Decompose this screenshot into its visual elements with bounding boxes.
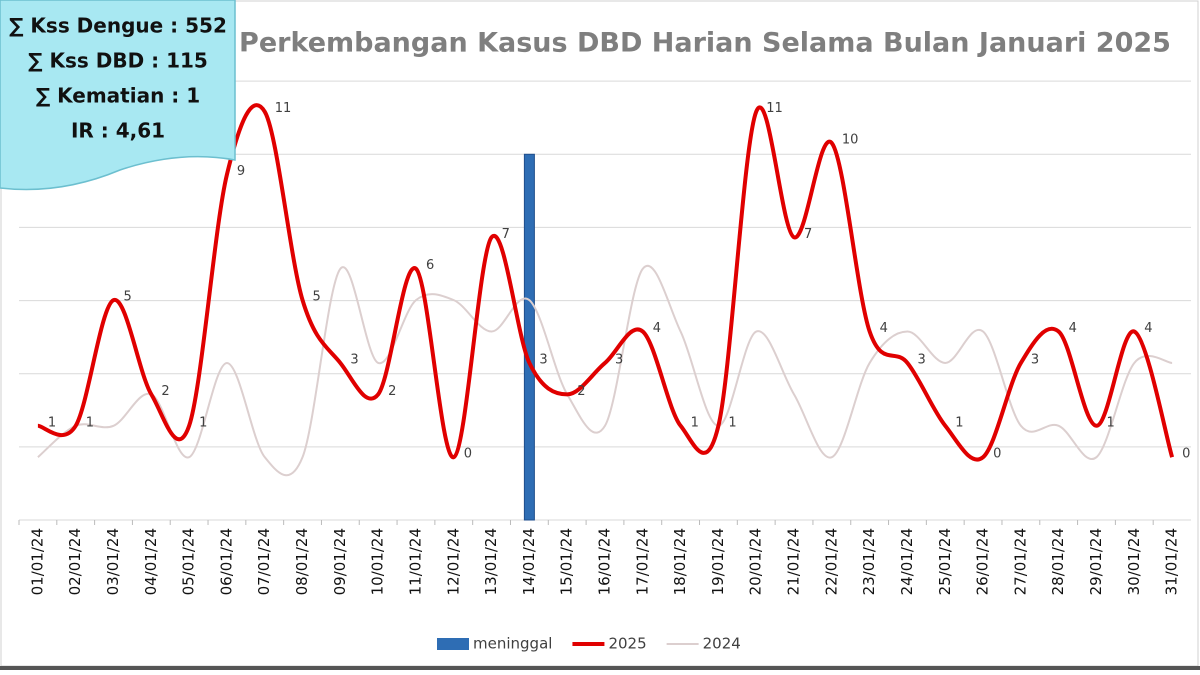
data-label: 5	[313, 290, 321, 305]
grid: 01/01/24 02/01/24 03/01/24 04/01/24 05/01/24…	[18, 80, 1191, 595]
data-label: 4	[1144, 321, 1152, 336]
data-label: 5	[124, 290, 132, 305]
x-tick-label: 03/01/24	[104, 528, 122, 595]
summary-line: ∑ Kss Dengue : 552	[9, 14, 227, 38]
x-tick-label: 23/01/24	[860, 528, 878, 595]
x-tick-label: 16/01/24	[596, 528, 614, 595]
x-tick-label: 30/01/24	[1125, 528, 1143, 595]
x-tick-label: 05/01/24	[180, 528, 198, 595]
data-label: 3	[539, 352, 547, 367]
legend-label: 2024	[703, 635, 741, 653]
data-label: 11	[275, 101, 292, 116]
data-label: 1	[86, 415, 94, 430]
x-tick-label: 17/01/24	[633, 528, 651, 595]
line-2024	[37, 265, 1173, 477]
x-tick-label: 04/01/24	[142, 528, 160, 595]
death-bar	[523, 153, 535, 521]
x-tick-label: 19/01/24	[709, 528, 727, 595]
data-label: 3	[350, 352, 358, 367]
summary-box	[0, 0, 236, 191]
x-tick-label: 06/01/24	[217, 528, 235, 595]
x-tick-label: 22/01/24	[822, 528, 840, 595]
bottom-edge	[0, 666, 1200, 670]
data-label: 2	[388, 384, 396, 399]
summary-line: IR : 4,61	[71, 119, 165, 143]
data-label: 1	[1106, 415, 1114, 430]
x-tick-label: 20/01/24	[747, 528, 765, 595]
x-tick-label: 02/01/24	[66, 528, 84, 595]
data-label: 4	[880, 321, 888, 336]
x-tick-label: 01/01/24	[28, 528, 46, 595]
x-tick-label: 08/01/24	[293, 528, 311, 595]
x-tick-label: 12/01/24	[444, 528, 462, 595]
x-tick-label: 15/01/24	[558, 528, 576, 595]
data-label: 3	[917, 352, 925, 367]
data-label: 1	[955, 415, 963, 430]
data-label: 0	[1182, 447, 1190, 462]
legend: meninggal 2025 2024	[437, 635, 741, 653]
data-label: 9	[237, 164, 245, 179]
data-label: 4	[653, 321, 661, 336]
x-tick-label: 26/01/24	[974, 528, 992, 595]
legend-label: meninggal	[473, 635, 552, 653]
x-tick-label: 29/01/24	[1087, 528, 1105, 595]
data-label: 7	[804, 227, 812, 242]
x-tick-label: 11/01/24	[406, 528, 424, 595]
data-label: 1	[199, 415, 207, 430]
summary-line: ∑ Kss DBD : 115	[28, 49, 208, 73]
line-2025	[37, 103, 1175, 462]
x-tick-label: 27/01/24	[1011, 528, 1029, 595]
data-label: 1	[48, 415, 56, 430]
x-tick-label: 13/01/24	[482, 528, 500, 595]
x-tick-label: 31/01/24	[1163, 528, 1181, 595]
chart-title: Perkembangan Kasus DBD Harian Selama Bul…	[239, 28, 1171, 59]
data-label: 11	[766, 101, 783, 116]
data-label: 10	[842, 133, 859, 148]
data-label: 2	[577, 384, 585, 399]
x-tick-label: 09/01/24	[331, 528, 349, 595]
legend-label: 2025	[608, 635, 646, 653]
x-tick-label: 07/01/24	[255, 528, 273, 595]
data-label: 4	[1069, 321, 1077, 336]
data-label: 6	[426, 258, 434, 273]
x-tick-label: 25/01/24	[936, 528, 954, 595]
data-label: 7	[502, 227, 510, 242]
summary-line: ∑ Kematian : 1	[36, 84, 200, 108]
data-label: 0	[464, 447, 472, 462]
data-label: 2	[161, 384, 169, 399]
data-label: 1	[691, 415, 699, 430]
legend-swatch	[437, 638, 469, 650]
x-tick-label: 10/01/24	[369, 528, 387, 595]
data-label: 1	[728, 415, 736, 430]
x-tick-label: 18/01/24	[671, 528, 689, 595]
data-label: 0	[993, 447, 1001, 462]
x-tick-label: 14/01/24	[520, 528, 538, 595]
data-label: 3	[1031, 352, 1039, 367]
x-tick-label: 21/01/24	[785, 528, 803, 595]
data-label: 3	[615, 352, 623, 367]
summary-text: ∑ Kss Dengue : 552 ∑ Kss DBD : 115 ∑ Kemat…	[9, 14, 227, 143]
x-tick-label: 24/01/24	[898, 528, 916, 595]
x-tick-label: 28/01/24	[1049, 528, 1067, 595]
